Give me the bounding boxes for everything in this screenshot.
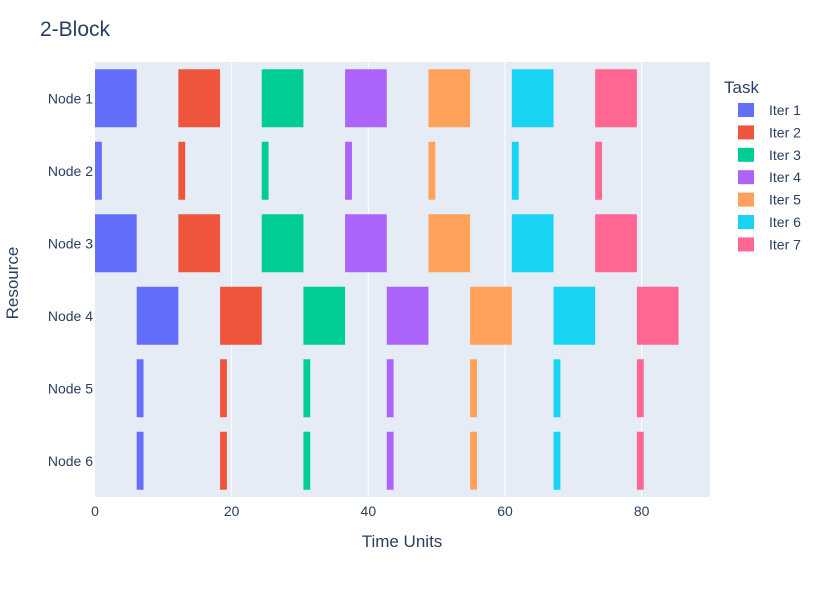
- gantt-bar[interactable]: [511, 69, 554, 128]
- legend-item[interactable]: Iter 3: [738, 147, 801, 163]
- x-tick-label: 20: [224, 503, 240, 519]
- gantt-bar[interactable]: [95, 141, 102, 200]
- legend-item[interactable]: Iter 5: [738, 192, 801, 208]
- legend-swatch: [738, 147, 754, 162]
- y-tick-label: Node 4: [48, 308, 93, 324]
- y-tick-label: Node 2: [48, 163, 93, 179]
- legend-label: Iter 5: [769, 192, 801, 208]
- gantt-bar[interactable]: [345, 141, 352, 200]
- gantt-bar[interactable]: [595, 214, 637, 273]
- gantt-bar[interactable]: [178, 141, 186, 200]
- legend-item[interactable]: Iter 1: [738, 102, 801, 118]
- x-tick-label: 80: [634, 503, 650, 519]
- legend-item[interactable]: Iter 4: [738, 169, 801, 185]
- legend-title: Task: [724, 78, 759, 97]
- gantt-bar[interactable]: [511, 214, 554, 273]
- gantt-bar[interactable]: [178, 214, 221, 273]
- x-tick-label: 0: [91, 503, 99, 519]
- y-tick-labels: Node 1 Node 2 Node 3 Node 4 Node 5 Node 6: [48, 90, 93, 469]
- legend-label: Iter 4: [769, 169, 801, 185]
- legend-swatch: [738, 192, 754, 207]
- legend-item[interactable]: Iter 2: [738, 124, 801, 140]
- gantt-bar[interactable]: [95, 69, 137, 128]
- gantt-bar[interactable]: [553, 286, 596, 345]
- gantt-bar[interactable]: [303, 359, 311, 418]
- chart-title: 2-Block: [40, 18, 111, 41]
- gantt-bar[interactable]: [178, 69, 221, 128]
- gantt-bar[interactable]: [261, 141, 269, 200]
- y-tick-label: Node 5: [48, 380, 93, 396]
- legend-item[interactable]: Iter 6: [738, 214, 801, 230]
- gantt-bar[interactable]: [636, 359, 644, 418]
- y-tick-label: Node 1: [48, 90, 93, 106]
- x-tick-label: 60: [497, 503, 513, 519]
- gantt-bar[interactable]: [636, 431, 644, 490]
- legend-label: Iter 7: [769, 236, 801, 252]
- legend-label: Iter 1: [769, 102, 801, 118]
- x-tick-label: 40: [361, 503, 377, 519]
- gantt-bar[interactable]: [595, 141, 603, 200]
- gantt-bar[interactable]: [220, 359, 227, 418]
- x-axis-title: Time Units: [362, 532, 443, 551]
- gantt-bar[interactable]: [136, 431, 144, 490]
- gantt-bar[interactable]: [636, 286, 679, 345]
- gantt-bar[interactable]: [303, 286, 346, 345]
- legend-label: Iter 2: [769, 124, 801, 140]
- legend-items[interactable]: Iter 1 Iter 2 Iter 3 Iter 4 Iter 5 Iter 6 Iter…: [738, 102, 801, 252]
- legend-item[interactable]: Iter 7: [738, 236, 801, 252]
- gantt-bar[interactable]: [386, 431, 394, 490]
- y-tick-label: Node 3: [48, 235, 93, 251]
- gantt-bar[interactable]: [220, 431, 227, 490]
- gantt-bar[interactable]: [261, 69, 304, 128]
- gantt-bar[interactable]: [470, 359, 477, 418]
- gantt-bar[interactable]: [553, 431, 561, 490]
- gantt-bar[interactable]: [511, 141, 519, 200]
- gantt-bar[interactable]: [428, 141, 436, 200]
- legend-label: Iter 6: [769, 214, 801, 230]
- gantt-bar[interactable]: [386, 359, 394, 418]
- gantt-bar[interactable]: [303, 431, 311, 490]
- bars: [95, 69, 679, 490]
- gantt-bar[interactable]: [428, 214, 471, 273]
- legend-label: Iter 3: [769, 147, 801, 163]
- x-tick-labels: 0 20 40 60 80: [91, 503, 650, 519]
- gantt-bar[interactable]: [136, 286, 179, 345]
- gantt-bar[interactable]: [220, 286, 262, 345]
- gantt-bar[interactable]: [136, 359, 144, 418]
- gantt-bar[interactable]: [470, 286, 512, 345]
- gantt-bar[interactable]: [386, 286, 429, 345]
- y-axis-title: Resource: [3, 247, 22, 320]
- legend-swatch: [738, 103, 754, 117]
- legend-swatch: [738, 125, 754, 140]
- y-tick-label: Node 6: [48, 453, 93, 469]
- plot-area-background: [95, 62, 710, 497]
- gantt-bar[interactable]: [95, 214, 137, 273]
- legend-swatch: [738, 237, 754, 252]
- gantt-bar[interactable]: [553, 359, 561, 418]
- legend-swatch: [738, 215, 754, 229]
- gantt-bar[interactable]: [428, 69, 471, 128]
- gantt-bar[interactable]: [345, 69, 387, 128]
- gantt-bar[interactable]: [595, 69, 637, 128]
- gantt-bar[interactable]: [261, 214, 304, 273]
- grid-lines: [231, 62, 643, 497]
- gantt-bar[interactable]: [470, 431, 477, 490]
- legend-swatch: [738, 170, 754, 185]
- gantt-bar[interactable]: [345, 214, 387, 273]
